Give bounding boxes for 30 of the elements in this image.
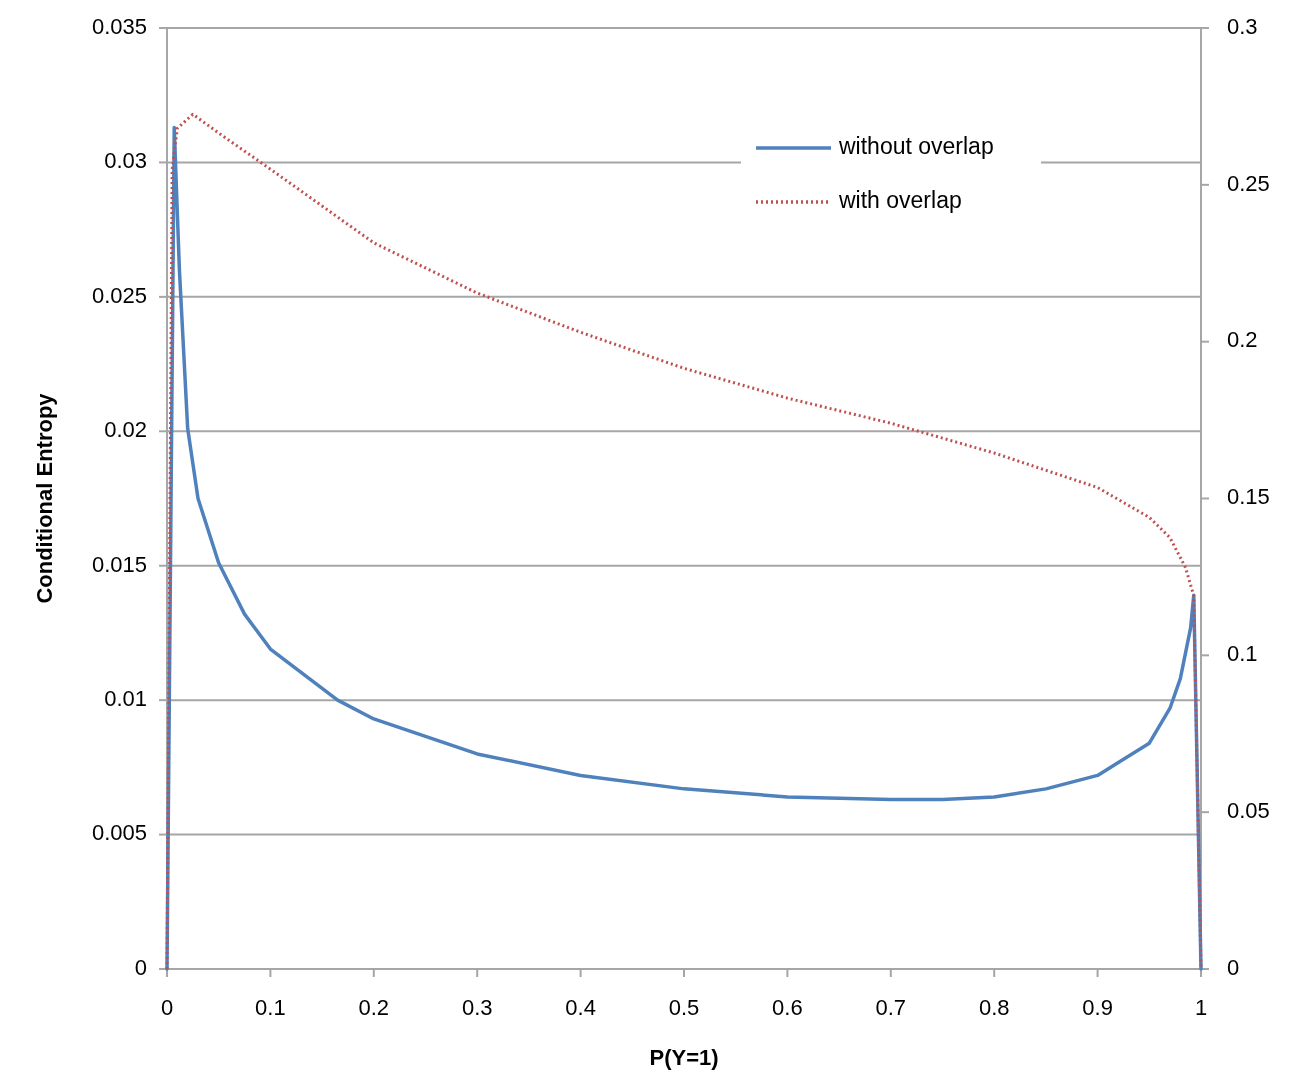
x-tick-label: 0.3 <box>461 995 493 1020</box>
x-tick-label: 0.6 <box>772 995 803 1020</box>
x-tick-label: 0.8 <box>978 995 1010 1020</box>
y2-tick-label: 0.3 <box>1227 13 1258 39</box>
x-axis-title: P(Y=1) <box>649 1045 719 1070</box>
y-tick-label: 0 <box>134 954 147 980</box>
y2-tick-label: 0.25 <box>1227 170 1270 196</box>
y2-tick-label: 0 <box>1227 954 1240 980</box>
y-axis-title: Conditional Entropy <box>32 392 57 604</box>
y2-tick-label: 0.05 <box>1227 797 1270 823</box>
y2-tick-label: 0.2 <box>1227 327 1258 353</box>
x-tick-label: 0.5 <box>668 995 700 1020</box>
y-tick-label: 0.025 <box>91 282 147 308</box>
y-tick-label: 0.02 <box>104 417 147 443</box>
legend-label: with overlap <box>838 187 962 214</box>
y-tick-label: 0.035 <box>91 13 147 39</box>
y2-tick-label: 0.1 <box>1227 641 1258 667</box>
x-tick-label: 0.9 <box>1082 995 1113 1020</box>
y-tick-label: 0.005 <box>91 820 147 846</box>
x-tick-label: 1 <box>1194 995 1208 1020</box>
y-tick-label: 0.03 <box>104 148 147 174</box>
y-tick-label: 0.015 <box>91 551 147 577</box>
y2-tick-label: 0.15 <box>1227 484 1270 510</box>
legend-label: without overlap <box>838 133 994 160</box>
x-tick-label: 0.2 <box>358 995 390 1020</box>
x-tick-label: 0.7 <box>875 995 907 1020</box>
x-tick-label: 0 <box>160 995 174 1020</box>
y-tick-label: 0.01 <box>104 685 147 711</box>
x-tick-label: 0.4 <box>565 995 596 1020</box>
x-tick-label: 0.1 <box>255 995 286 1020</box>
